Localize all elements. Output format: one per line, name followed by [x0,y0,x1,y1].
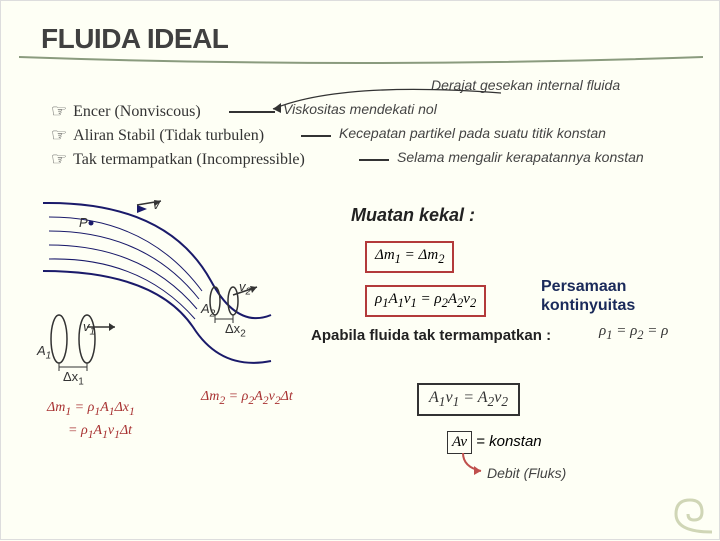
label-A1: A1 [37,343,51,362]
title-underline [19,51,703,71]
persamaan-line1: Persamaan [541,278,626,295]
av-konstan: Av = konstan [447,431,542,454]
persamaan-line2: kontinyuitas [541,297,635,314]
av-box: Av [447,431,472,454]
hand-icon: ☞ [51,125,67,146]
eq-rho: ρ1 = ρ2 = ρ [599,323,668,343]
label-P: P [79,215,88,230]
label-dx1: Δx1 [63,369,84,388]
apabila-text: Apabila fluida tak termampatkan : [311,327,551,344]
label-v2: v2 [239,279,251,298]
label-v: v [153,197,160,212]
bullet-1-arrow [229,111,275,113]
bullet-3-desc: Selama mengalir kerapatannya konstan [397,149,644,165]
bullet-1: ☞ Encer (Nonviscous) [51,101,201,122]
eq-m2: Δm2 = ρ2A2v2Δt [201,389,293,407]
bullet-1-main: Encer (Nonviscous) [73,103,201,121]
muatan-kekal: Muatan kekal : [351,205,475,226]
label-v1: v1 [83,319,95,338]
av-konstan-text: = konstan [476,433,541,450]
hand-icon: ☞ [51,149,67,170]
bullet-2-desc: Kecepatan partikel pada suatu titik kons… [339,125,606,141]
friction-note: Derajat gesekan internal fluida [431,77,620,93]
eq-mass-text: Δm1 = Δm2 [375,247,444,263]
eq-continuity-box: ρ1A1v1 = ρ2A2v2 [365,285,486,317]
eq-mass-box: Δm1 = Δm2 [365,241,454,273]
bullet-3: ☞ Tak termampatkan (Incompressible) [51,149,305,170]
bullet-3-arrow [359,159,389,161]
bullet-2-arrow [301,135,331,137]
bullet-2-main: Aliran Stabil (Tidak turbulen) [73,127,264,145]
bullet-1-desc: Viskositas mendekati nol [283,101,437,117]
eq-m1: Δm1 = ρ1A1Δx1 = ρ1A1v1Δt [47,397,135,444]
eq-av-box: A1v1 = A2v2 [417,383,520,416]
bullet-3-main: Tak termampatkan (Incompressible) [73,151,305,169]
debit-label: Debit (Fluks) [487,465,566,481]
hand-icon: ☞ [51,101,67,122]
eq-continuity-text: ρ1A1v1 = ρ2A2v2 [375,291,476,307]
label-A2: A2 [201,301,215,320]
persamaan-label: Persamaan kontinyuitas [541,277,635,315]
corner-decoration [656,476,716,536]
bullet-2: ☞ Aliran Stabil (Tidak turbulen) [51,125,264,146]
label-dx2: Δx2 [225,321,246,340]
